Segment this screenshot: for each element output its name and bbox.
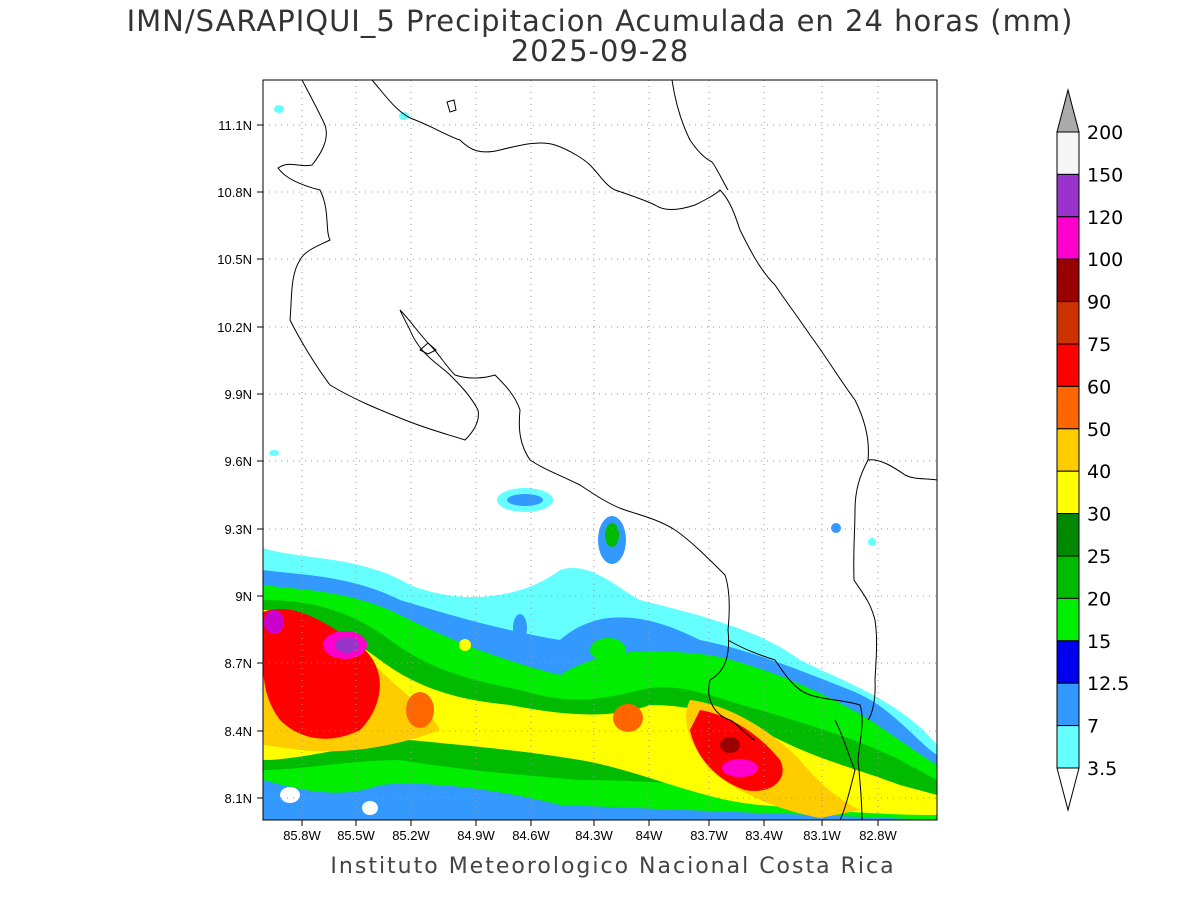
lon-tick-label: 84.6W bbox=[512, 828, 550, 843]
map-frame bbox=[262, 79, 938, 821]
rain-cell-dark-east bbox=[720, 737, 740, 753]
footer-credit: Instituto Meteorologico Nacional Costa R… bbox=[330, 854, 896, 879]
colorbar-level-label: 12.5 bbox=[1087, 673, 1129, 695]
colorbar-level-label: 200 bbox=[1087, 122, 1123, 144]
colorbar-level-label: 15 bbox=[1087, 631, 1111, 653]
rain-cell-mid-1 bbox=[513, 614, 527, 642]
map-title: IMN/SARAPIQUI_5 Precipitacion Acumulada … bbox=[126, 4, 1074, 38]
rain-cell-north-5 bbox=[399, 112, 409, 120]
rain-cell-north-6 bbox=[274, 105, 284, 113]
lon-tick-label: 83.7W bbox=[690, 828, 728, 843]
lon-tick-label: 83.1W bbox=[803, 828, 841, 843]
rain-cell-south-white2 bbox=[362, 801, 378, 815]
colorbar-swatch bbox=[1056, 301, 1080, 345]
coastline bbox=[277, 80, 937, 820]
rain-cell-north-3 bbox=[831, 523, 841, 533]
longitude-axis: 85.8W 85.5W 85.2W 84.9W 84.6W 84.3W 84W … bbox=[283, 820, 898, 843]
lat-tick-label: 11.1N bbox=[218, 118, 252, 133]
colorbar-level-label: 20 bbox=[1087, 588, 1111, 610]
colorbar-level-label: 7 bbox=[1087, 716, 1099, 738]
colorbar-level-label: 3.5 bbox=[1087, 758, 1117, 780]
lon-tick-label: 84.9W bbox=[457, 828, 495, 843]
lat-tick-label: 8.7N bbox=[225, 656, 252, 671]
colorbar-swatch bbox=[1056, 131, 1080, 175]
colorbar-swatch bbox=[1056, 258, 1080, 303]
latitude-axis: 11.1N 10.8N 10.5N 10.2N 9.9N 9.6N 9.3N 9… bbox=[217, 118, 263, 806]
colorbar-swatch bbox=[1056, 343, 1080, 387]
colorbar-swatch bbox=[1056, 513, 1080, 557]
lat-tick-label: 9N bbox=[235, 589, 252, 604]
lat-tick-label: 8.1N bbox=[225, 791, 252, 806]
colorbar-level-label: 50 bbox=[1087, 419, 1111, 441]
colorbar-level-label: 30 bbox=[1087, 504, 1111, 526]
colorbar-swatch bbox=[1056, 597, 1080, 642]
colorbar-swatch bbox=[1056, 640, 1080, 684]
colorbar-level-label: 75 bbox=[1087, 334, 1111, 356]
colorbar-level-label: 60 bbox=[1087, 376, 1111, 398]
colorbar-level-label: 100 bbox=[1087, 249, 1123, 271]
rain-cell-magenta-west2 bbox=[264, 610, 284, 634]
rain-cell-orange-mid2 bbox=[406, 692, 434, 728]
colorbar-swatch bbox=[1056, 428, 1080, 472]
rain-cell-north-7 bbox=[269, 450, 279, 456]
colorbar-level-label: 90 bbox=[1087, 292, 1111, 314]
lat-tick-label: 10.8N bbox=[217, 185, 252, 200]
colorbar-over-triangle bbox=[1056, 88, 1080, 133]
colorbar-swatch bbox=[1056, 173, 1080, 218]
lat-tick-label: 8.4N bbox=[225, 724, 252, 739]
lat-tick-label: 9.3N bbox=[225, 522, 252, 537]
lon-tick-label: 85.8W bbox=[283, 828, 321, 843]
lon-tick-label: 85.5W bbox=[337, 828, 375, 843]
colorbar-swatch bbox=[1056, 682, 1080, 727]
precipitation-field bbox=[263, 105, 937, 820]
colorbar-swatch bbox=[1056, 725, 1080, 769]
colorbar-legend: 3.5 7 12.5 15 20 25 30 40 50 60 75 90 100 120 150 200 bbox=[1056, 88, 1129, 812]
rain-cell-mid-3 bbox=[459, 639, 471, 651]
rain-cell-magenta-east bbox=[722, 759, 758, 777]
rain-cell-south-white bbox=[280, 787, 300, 803]
colorbar-swatch bbox=[1056, 385, 1080, 430]
colorbar-level-label: 25 bbox=[1087, 546, 1111, 568]
rain-cell-north-4 bbox=[868, 538, 876, 546]
lat-tick-label: 9.6N bbox=[225, 454, 252, 469]
lon-tick-label: 85.2W bbox=[392, 828, 430, 843]
colorbar-level-label: 150 bbox=[1087, 164, 1123, 186]
colorbar-swatch bbox=[1056, 470, 1080, 515]
lon-tick-label: 84W bbox=[636, 828, 663, 843]
colorbar-level-label: 120 bbox=[1087, 207, 1123, 229]
rain-cell-purple-west bbox=[335, 637, 359, 653]
colorbar-swatch bbox=[1056, 216, 1080, 260]
colorbar-swatch bbox=[1056, 555, 1080, 599]
rain-cell-orange-mid bbox=[613, 704, 643, 732]
colorbar-under-triangle bbox=[1056, 767, 1080, 812]
rain-cell-north-1b bbox=[507, 494, 543, 506]
lat-tick-label: 10.2N bbox=[217, 320, 252, 335]
rain-cell-north-2b bbox=[605, 523, 619, 547]
lon-tick-label: 82.8W bbox=[859, 828, 897, 843]
rain-cell-mid-2 bbox=[590, 638, 626, 662]
lon-tick-label: 84.3W bbox=[575, 828, 613, 843]
lat-tick-label: 10.5N bbox=[217, 252, 252, 267]
map-grid bbox=[263, 80, 937, 820]
map-date: 2025-09-28 bbox=[510, 34, 690, 68]
lon-tick-label: 83.4W bbox=[745, 828, 783, 843]
lat-tick-label: 9.9N bbox=[225, 387, 252, 402]
colorbar-level-label: 40 bbox=[1087, 461, 1111, 483]
